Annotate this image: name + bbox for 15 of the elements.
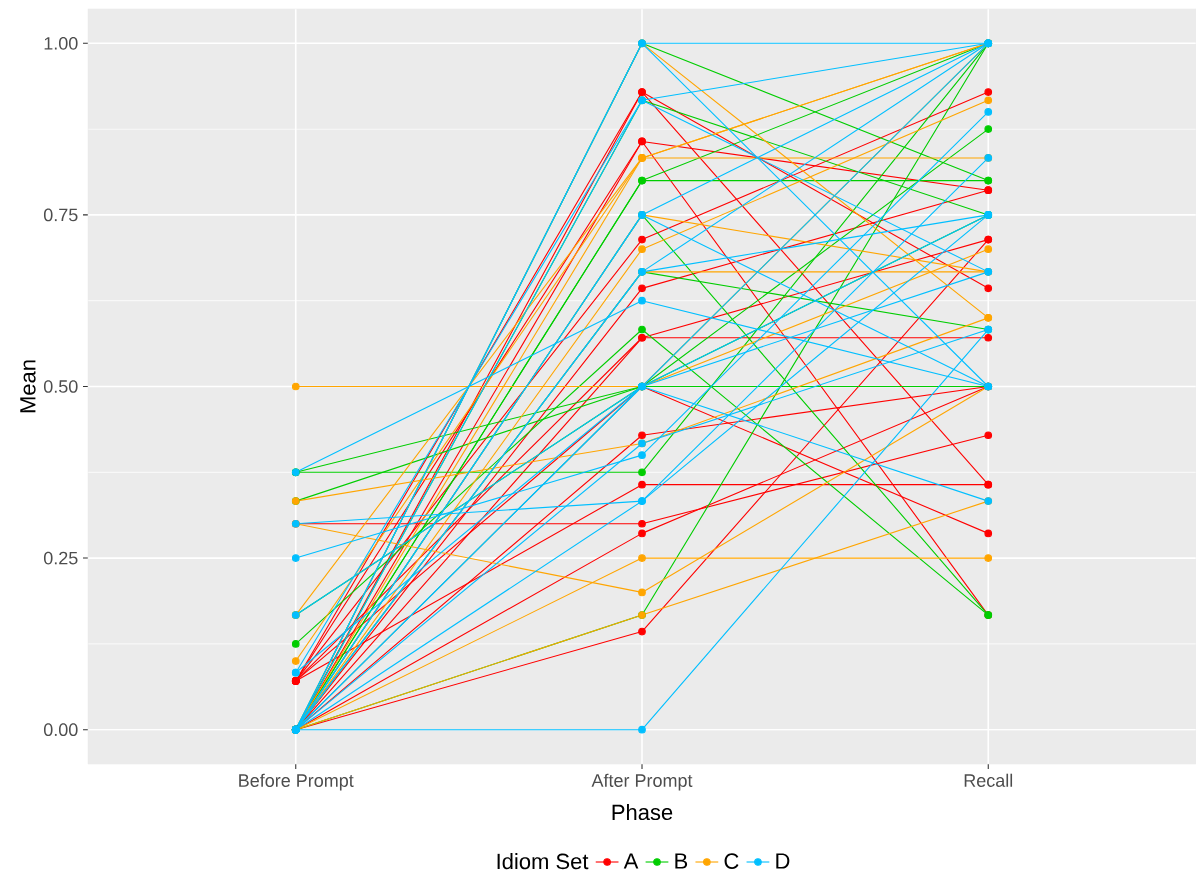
legend-title: Idiom Set: [497, 853, 589, 870]
legend-label: C: [724, 853, 739, 869]
x-tick-label: After Prompt: [591, 773, 693, 791]
legend-label: A: [623, 853, 639, 869]
y-tick-label: 0.50: [43, 380, 78, 393]
legend-label: B: [675, 853, 688, 869]
y-tick-label: 0.25: [43, 551, 78, 565]
y-tick-label: 0.00: [43, 723, 78, 737]
y-tick-label: 1.00: [44, 36, 78, 50]
y-axis-title: Mean: [20, 360, 36, 413]
x-tick-label: Recall: [964, 773, 1013, 787]
y-tick-label: 0.75: [43, 208, 78, 222]
x-axis-title: Phase: [612, 803, 673, 821]
legend-label: D: [776, 853, 790, 869]
x-tick-label: Before Prompt: [239, 773, 354, 791]
